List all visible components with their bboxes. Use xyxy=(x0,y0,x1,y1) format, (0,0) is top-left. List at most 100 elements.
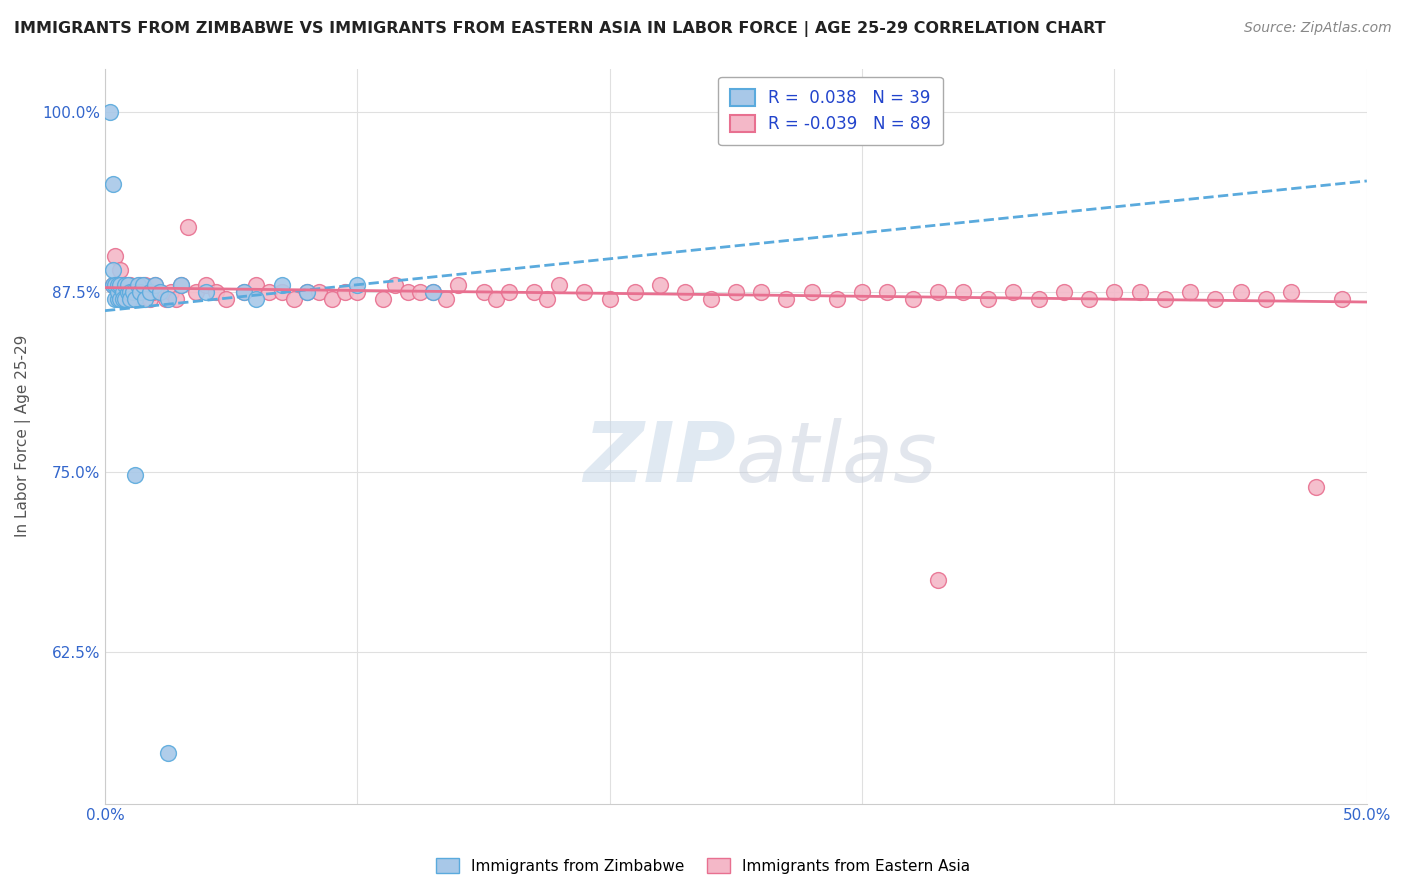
Point xyxy=(107,292,129,306)
Point xyxy=(1305,479,1327,493)
Point xyxy=(422,285,444,299)
Point xyxy=(124,285,146,299)
Point xyxy=(177,220,200,235)
Point xyxy=(194,277,217,292)
Point xyxy=(1154,292,1177,306)
Point xyxy=(114,292,136,306)
Point xyxy=(574,285,596,299)
Point xyxy=(155,292,177,306)
Point xyxy=(498,285,520,299)
Legend: R =  0.038   N = 39, R = -0.039   N = 89: R = 0.038 N = 39, R = -0.039 N = 89 xyxy=(718,77,943,145)
Point xyxy=(523,285,546,299)
Point xyxy=(333,285,356,299)
Point xyxy=(111,285,134,299)
Point xyxy=(120,292,142,306)
Point xyxy=(124,292,146,306)
Point xyxy=(308,285,330,299)
Point xyxy=(145,277,167,292)
Point xyxy=(800,285,823,299)
Point xyxy=(1078,292,1101,306)
Point xyxy=(101,277,124,292)
Point xyxy=(121,285,143,299)
Point xyxy=(775,292,797,306)
Point xyxy=(650,277,672,292)
Point xyxy=(114,277,136,292)
Point xyxy=(1129,285,1152,299)
Point xyxy=(927,573,949,587)
Point xyxy=(536,292,558,306)
Point xyxy=(114,292,136,306)
Point xyxy=(127,277,149,292)
Point xyxy=(485,292,508,306)
Legend: Immigrants from Zimbabwe, Immigrants from Eastern Asia: Immigrants from Zimbabwe, Immigrants fro… xyxy=(430,852,976,880)
Point xyxy=(825,292,848,306)
Point xyxy=(104,277,127,292)
Point xyxy=(1053,285,1076,299)
Point xyxy=(111,277,134,292)
Point xyxy=(624,285,647,299)
Point xyxy=(422,285,444,299)
Point xyxy=(134,292,156,306)
Point xyxy=(295,285,318,299)
Point xyxy=(107,285,129,299)
Point xyxy=(117,277,139,292)
Point xyxy=(170,277,193,292)
Point xyxy=(205,285,228,299)
Point xyxy=(245,277,267,292)
Point xyxy=(159,285,181,299)
Point xyxy=(121,292,143,306)
Point xyxy=(117,277,139,292)
Point xyxy=(129,277,152,292)
Point xyxy=(232,285,254,299)
Point xyxy=(111,292,134,306)
Point xyxy=(157,746,180,760)
Point xyxy=(111,285,134,299)
Point xyxy=(1028,292,1050,306)
Point xyxy=(927,285,949,299)
Point xyxy=(132,277,155,292)
Point xyxy=(1229,285,1251,299)
Point xyxy=(1178,285,1201,299)
Point xyxy=(101,277,124,292)
Point xyxy=(108,277,131,292)
Point xyxy=(120,292,142,306)
Point xyxy=(472,285,495,299)
Point xyxy=(876,285,898,299)
Point xyxy=(108,292,131,306)
Point xyxy=(117,285,139,299)
Point xyxy=(134,277,156,292)
Point xyxy=(107,277,129,292)
Point xyxy=(149,285,172,299)
Point xyxy=(371,292,394,306)
Point xyxy=(157,292,180,306)
Point xyxy=(98,104,121,119)
Point xyxy=(139,292,162,306)
Point xyxy=(1002,285,1025,299)
Point xyxy=(107,277,129,292)
Point xyxy=(1279,285,1302,299)
Point xyxy=(132,285,155,299)
Point xyxy=(346,285,368,299)
Point xyxy=(270,277,292,292)
Point xyxy=(384,277,406,292)
Point xyxy=(749,285,772,299)
Point xyxy=(1204,292,1226,306)
Point xyxy=(270,285,292,299)
Point xyxy=(396,285,419,299)
Point xyxy=(114,285,136,299)
Point xyxy=(215,292,238,306)
Point xyxy=(673,285,696,299)
Point xyxy=(232,285,254,299)
Point xyxy=(851,285,873,299)
Point xyxy=(952,285,974,299)
Point xyxy=(699,292,721,306)
Point xyxy=(548,277,571,292)
Point xyxy=(142,285,165,299)
Y-axis label: In Labor Force | Age 25-29: In Labor Force | Age 25-29 xyxy=(15,334,31,537)
Text: Source: ZipAtlas.com: Source: ZipAtlas.com xyxy=(1244,21,1392,35)
Point xyxy=(1254,292,1277,306)
Text: atlas: atlas xyxy=(735,417,938,499)
Point xyxy=(599,292,621,306)
Point xyxy=(104,249,127,263)
Point xyxy=(447,277,470,292)
